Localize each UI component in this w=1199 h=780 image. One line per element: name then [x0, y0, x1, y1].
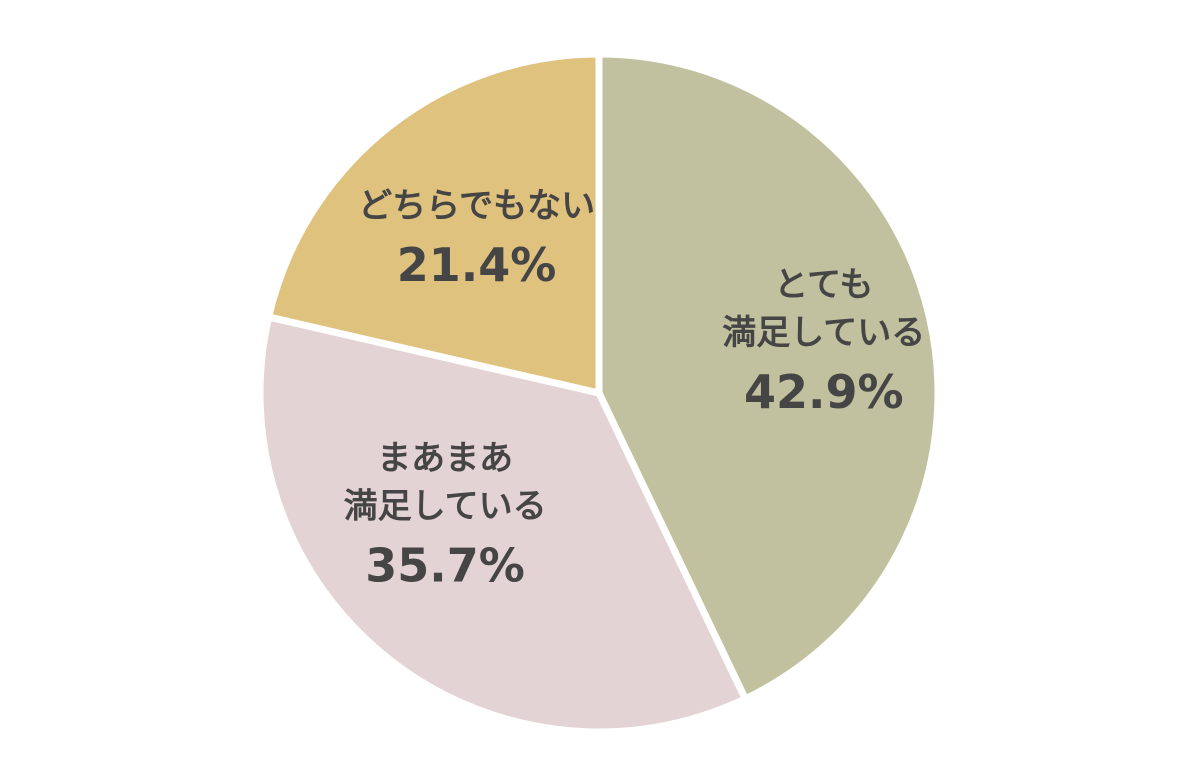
pie-slice-2: [256, 313, 749, 736]
slice-value-label-1: 42.9%: [744, 365, 904, 419]
slice-label-1-line-2: 満足している: [722, 313, 925, 353]
labels-layer: とても満足している42.9%まあまあ満足している35.7%どちらでもない21.4…: [344, 186, 926, 592]
pie-slice-1: [595, 50, 942, 703]
slice-value-label-2: 35.7%: [365, 538, 525, 592]
slice-label-group-3: どちらでもない 21.4%: [358, 186, 595, 292]
slice-label-1-line-1: とても: [774, 265, 873, 305]
pie-slice-3: [265, 50, 603, 397]
slice-label-2-line-1: まあまあ: [377, 438, 513, 478]
slice-value-label-3: 21.4%: [397, 238, 557, 292]
slices-layer: [256, 50, 942, 736]
slice-label-2-line-2: 満足している: [344, 486, 547, 526]
slice-label-3-line-1: どちらでもない: [358, 186, 595, 226]
